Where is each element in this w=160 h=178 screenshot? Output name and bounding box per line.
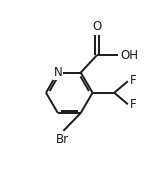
Text: F: F: [130, 74, 137, 87]
Text: N: N: [53, 66, 62, 79]
Text: O: O: [92, 20, 101, 33]
Text: F: F: [130, 98, 137, 111]
Text: OH: OH: [120, 49, 138, 62]
Text: Br: Br: [56, 133, 69, 146]
